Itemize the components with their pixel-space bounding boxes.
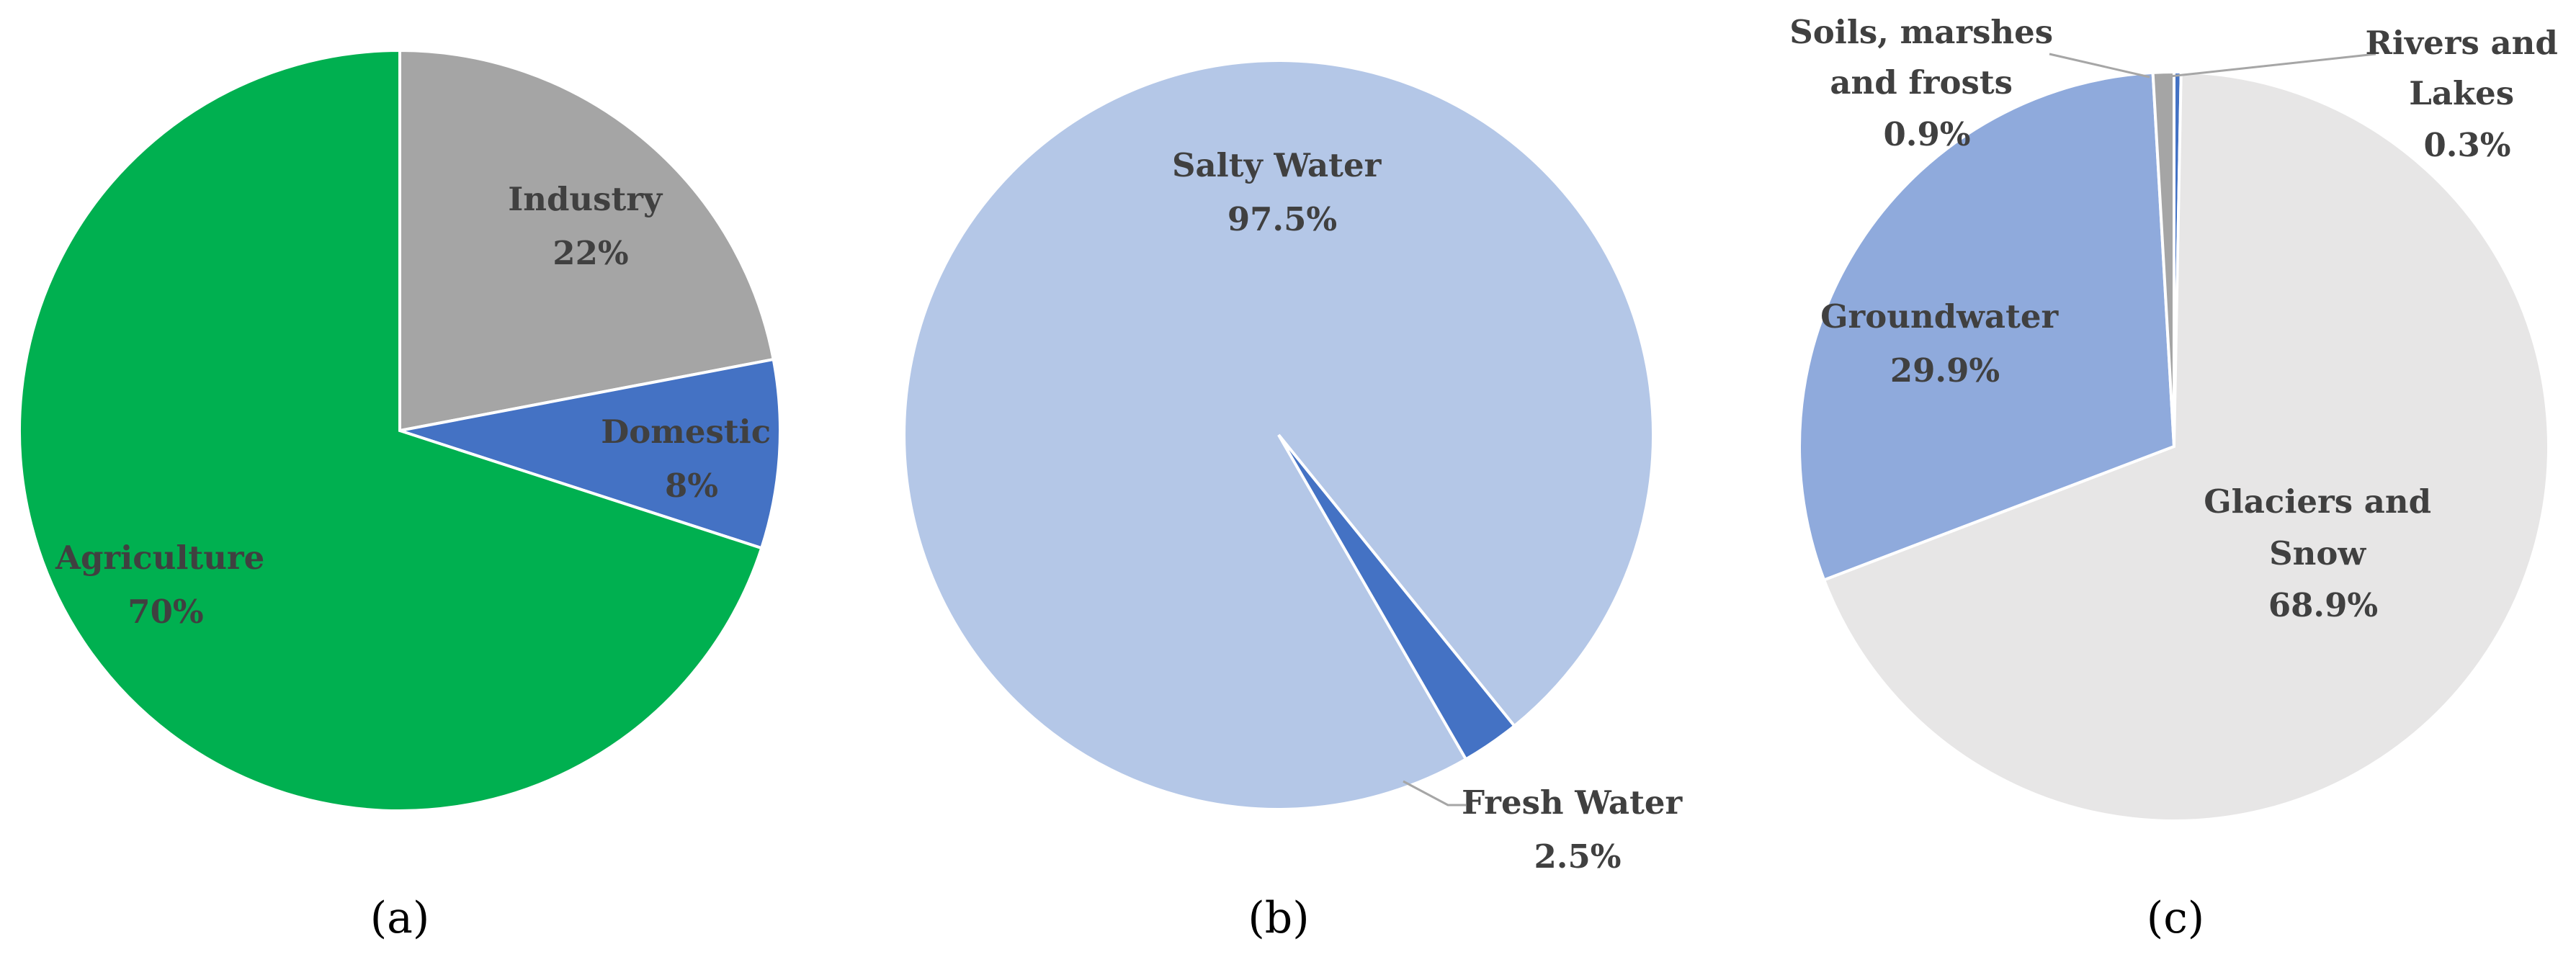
label-groundwater: Groundwater 29.9%: [1820, 297, 2070, 390]
leader-rivers-lakes: [2169, 53, 2376, 78]
panel-label-c: (c): [2147, 893, 2204, 943]
panel-label-a: (a): [370, 893, 430, 943]
slice-c-soils-marshes-and-frosts: [2151, 70, 2175, 447]
pie-chart-a: Industry 22% Domestic 8% Agriculture 70%…: [18, 48, 782, 943]
pie-chart-c: Soils, marshes and frosts 0.9% Rivers an…: [1789, 13, 2570, 943]
slice-b-fresh-water: [1277, 433, 1517, 762]
label-glaciers-snow: Glaciers and Snow 68.9%: [2204, 482, 2443, 624]
pie-chart-b: Salty Water 97.5% Fresh Water 2.5% (b): [903, 59, 1694, 943]
label-agriculture: Agriculture 70%: [55, 539, 276, 631]
slice-c-groundwater: [1798, 71, 2176, 582]
slice-a-domestic: [399, 357, 782, 550]
label-domestic: Domestic 8%: [601, 413, 782, 505]
slice-a-industry: [398, 48, 775, 433]
label-fresh-water: Fresh Water 2.5%: [1462, 783, 1694, 876]
label-soils-marshes-frosts: Soils, marshes and frosts 0.9%: [1789, 13, 2065, 153]
leader-fresh-water: [1403, 780, 1466, 807]
panel-label-b: (b): [1248, 893, 1309, 943]
label-salty-water: Salty Water 97.5%: [1172, 146, 1392, 238]
slice-c-glaciers-and-snow: [1822, 71, 2550, 822]
label-industry: Industry 22%: [508, 180, 674, 272]
leader-soils-marshes-frosts: [2049, 53, 2150, 78]
label-rivers-lakes: Rivers and Lakes 0.3%: [2366, 24, 2570, 164]
slice-a-agriculture: [18, 48, 764, 812]
